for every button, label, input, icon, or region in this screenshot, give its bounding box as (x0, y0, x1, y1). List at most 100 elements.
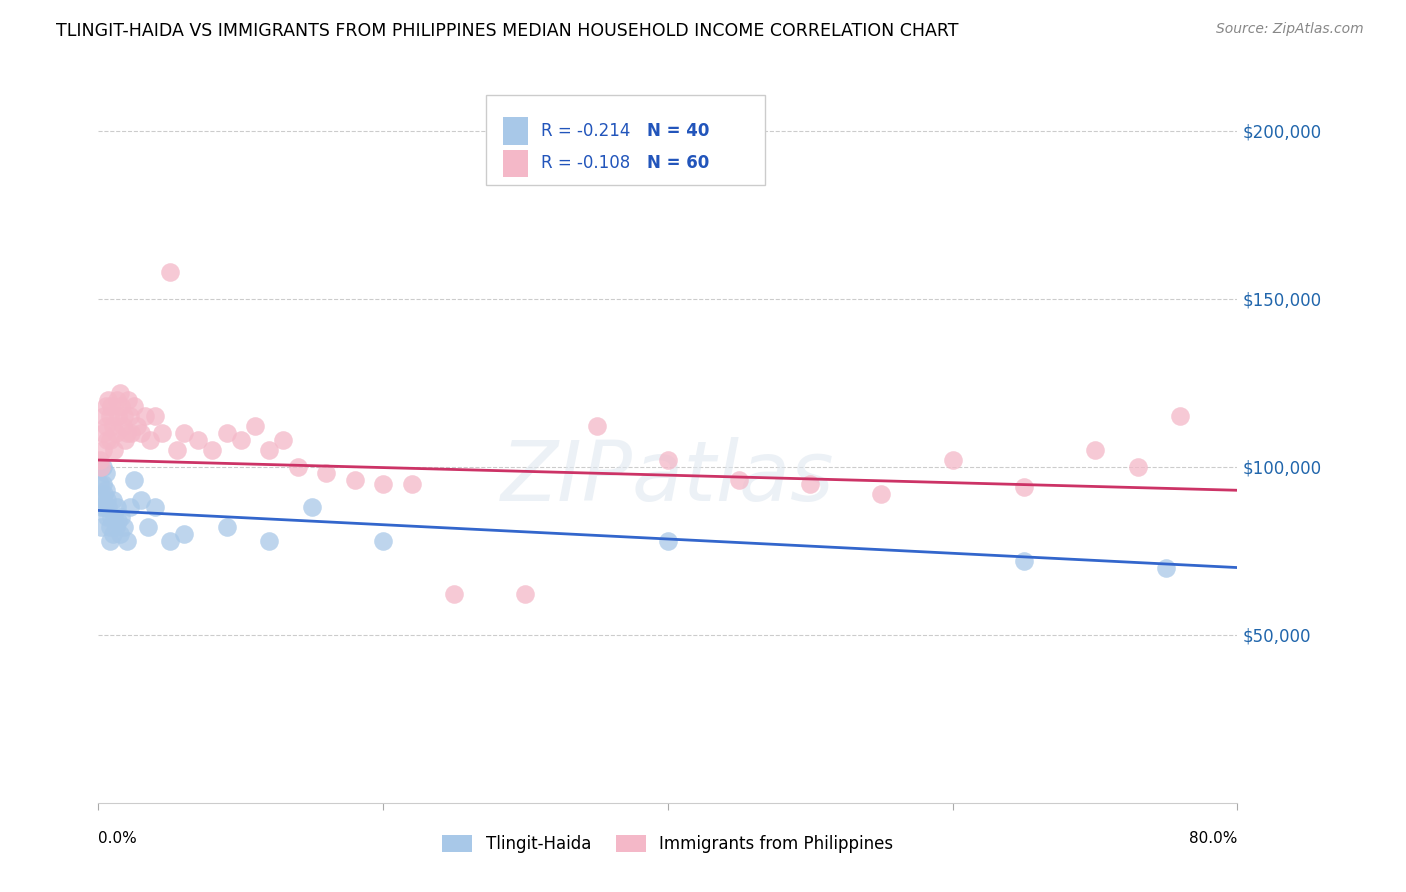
Text: ZIPatlas: ZIPatlas (501, 437, 835, 518)
Point (115, 426, 138, 441)
Point (138, 433, 160, 447)
Point (104, 426, 127, 441)
Point (259, 533, 281, 548)
Text: 80.0%: 80.0% (1189, 830, 1237, 846)
Point (101, 493, 124, 508)
Point (112, 409, 135, 424)
Point (122, 399, 145, 413)
Text: 0.0%: 0.0% (98, 830, 138, 846)
Text: TLINGIT-HAIDA VS IMMIGRANTS FROM PHILIPPINES MEDIAN HOUSEHOLD INCOME CORRELATION: TLINGIT-HAIDA VS IMMIGRANTS FROM PHILIPP… (56, 22, 959, 40)
Point (100, 399, 122, 413)
Point (1170, 409, 1192, 424)
Point (187, 433, 209, 447)
Point (118, 409, 141, 424)
Point (96, 510, 118, 524)
Point (103, 510, 125, 524)
Point (96, 493, 118, 508)
Point (104, 520, 127, 534)
Point (97, 500, 120, 514)
Point (515, 587, 537, 601)
Point (129, 426, 152, 441)
Point (91, 426, 114, 441)
Point (91, 476, 114, 491)
Point (870, 486, 893, 500)
Point (152, 426, 174, 441)
Point (315, 467, 337, 481)
Point (98, 520, 121, 534)
Point (1126, 459, 1149, 474)
Point (110, 510, 132, 524)
Point (90, 520, 112, 534)
Point (401, 476, 423, 491)
Point (89, 453, 111, 467)
Point (118, 500, 141, 514)
Point (1012, 554, 1035, 568)
Point (120, 426, 142, 441)
Point (101, 527, 124, 541)
Point (105, 392, 128, 407)
Point (91, 442, 114, 457)
Point (942, 453, 965, 467)
Point (287, 459, 309, 474)
Text: R = -0.108: R = -0.108 (541, 154, 631, 172)
Point (96, 433, 118, 447)
Point (93, 409, 115, 424)
Point (215, 520, 238, 534)
Point (90, 500, 112, 514)
Point (215, 426, 238, 441)
Point (159, 265, 181, 279)
Point (98, 533, 121, 548)
Point (343, 473, 366, 487)
Point (173, 527, 195, 541)
Point (1154, 560, 1177, 574)
Point (657, 533, 679, 548)
Point (107, 514, 129, 528)
Point (112, 520, 135, 534)
Point (201, 442, 224, 457)
Point (94, 483, 117, 498)
Point (166, 442, 188, 457)
Point (1084, 442, 1107, 457)
Point (273, 433, 295, 447)
Point (111, 419, 134, 434)
Text: Source: ZipAtlas.com: Source: ZipAtlas.com (1216, 22, 1364, 37)
Point (301, 500, 323, 514)
Point (103, 442, 125, 457)
Text: N = 40: N = 40 (647, 122, 710, 140)
Point (443, 587, 465, 601)
Point (98, 409, 121, 424)
Text: N = 60: N = 60 (647, 154, 710, 172)
Point (373, 476, 395, 491)
Point (108, 527, 131, 541)
Point (259, 442, 281, 457)
Point (799, 476, 821, 491)
Bar (503, 150, 527, 178)
Point (94, 399, 117, 413)
Point (145, 500, 167, 514)
Point (105, 500, 128, 514)
Point (89, 476, 111, 491)
Point (585, 419, 607, 434)
Point (110, 399, 132, 413)
Point (373, 533, 395, 548)
Point (129, 493, 152, 508)
Point (107, 409, 129, 424)
Point (90, 459, 112, 474)
Point (136, 520, 159, 534)
Point (100, 510, 122, 524)
Point (101, 419, 124, 434)
Point (94, 467, 117, 481)
Point (93, 486, 115, 500)
Point (657, 453, 679, 467)
Point (93, 500, 115, 514)
Point (94, 419, 117, 434)
Point (97, 392, 120, 407)
Point (122, 473, 145, 487)
Point (91, 493, 114, 508)
Point (134, 409, 156, 424)
Point (114, 433, 136, 447)
Point (145, 409, 167, 424)
Point (243, 419, 266, 434)
Point (125, 419, 148, 434)
Point (115, 533, 138, 548)
